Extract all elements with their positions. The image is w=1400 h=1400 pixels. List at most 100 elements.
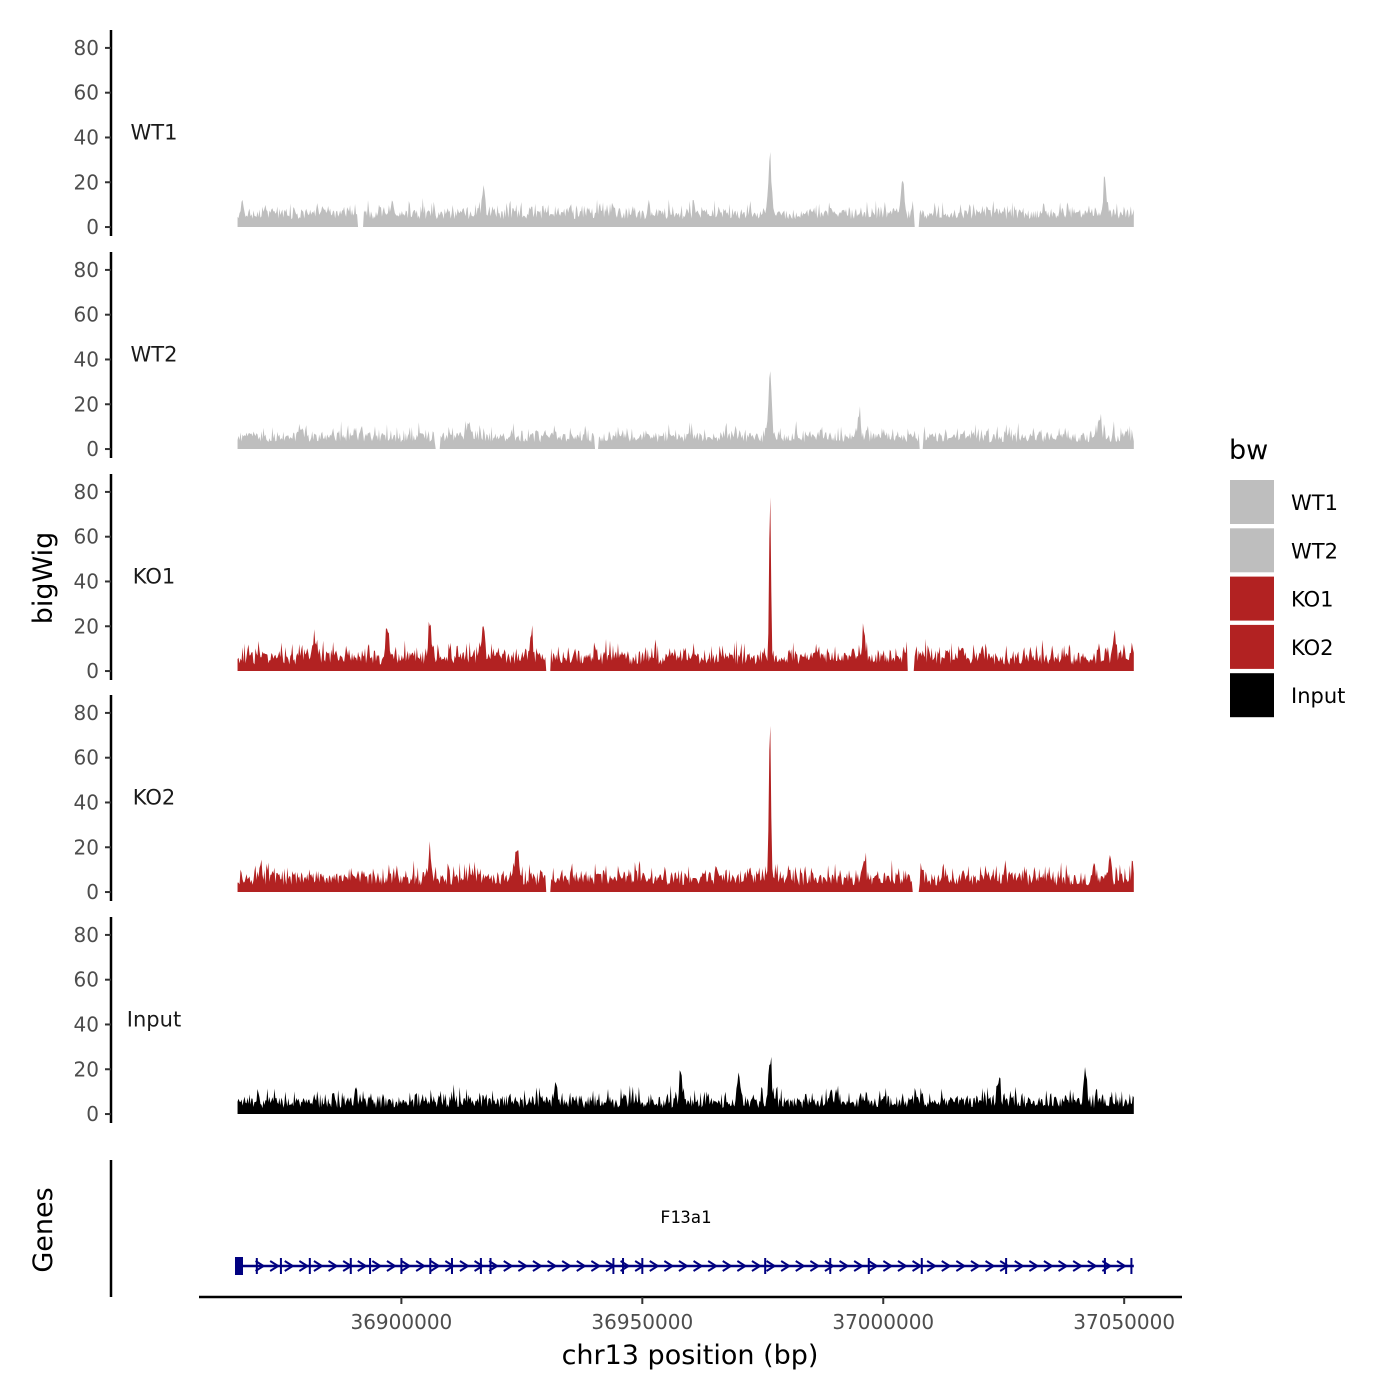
strand-arrow <box>824 1260 835 1272</box>
track-input: 0 20 40 60 80 Input <box>74 917 1134 1126</box>
track-wt2: 0 20 40 60 80 WT2 <box>74 252 1134 461</box>
strand-arrow <box>795 1260 806 1272</box>
legend-label-ko1: KO1 <box>1291 588 1334 612</box>
y-axis-title: bigWig <box>28 532 59 625</box>
gene-exon <box>612 1258 615 1274</box>
gene-exon <box>369 1258 372 1274</box>
gene-exon <box>308 1258 311 1274</box>
track-wt1: 0 20 40 60 80 WT1 <box>74 30 1134 239</box>
strand-arrow <box>1014 1260 1025 1272</box>
strand-arrow <box>313 1260 324 1272</box>
signal-area-wt1 <box>237 151 1134 228</box>
y-tick-label-wt2-20: 20 <box>74 392 99 416</box>
strand-arrow <box>401 1260 412 1272</box>
legend-label-input: Input <box>1291 684 1345 708</box>
strand-arrow <box>488 1260 500 1272</box>
signal-area-ko2 <box>237 725 1134 893</box>
legend-items: WT1 WT2 KO1 KO2 Input <box>1230 480 1345 718</box>
legend-swatch-wt2 <box>1230 528 1274 573</box>
x-tick-label-37000000: 37000000 <box>832 1310 934 1334</box>
x-tick-label-36950000: 36950000 <box>591 1310 693 1334</box>
x-ticks: 36900000 36950000 37000000 37050000 <box>350 1297 1175 1334</box>
strand-arrow <box>766 1260 777 1272</box>
strand-arrow <box>693 1260 704 1272</box>
y-tick-label-wt2-80: 80 <box>74 258 99 282</box>
y-tick-label-wt2-60: 60 <box>74 303 99 327</box>
strand-arrow <box>357 1260 368 1272</box>
strand-arrow <box>868 1260 879 1272</box>
gene-exon <box>1130 1258 1133 1274</box>
strand-arrow <box>459 1260 470 1272</box>
y-tick-label-wt1-0: 0 <box>86 215 99 239</box>
strand-arrow <box>926 1260 938 1272</box>
legend-label-ko2: KO2 <box>1291 636 1334 660</box>
signal-area-wt2 <box>237 371 1134 450</box>
strand-arrow <box>269 1260 281 1272</box>
y-tick-label-ko2-20: 20 <box>74 835 99 859</box>
y-tick-label-ko1-80: 80 <box>74 480 99 504</box>
strand-arrow <box>1087 1260 1098 1272</box>
y-tick-label-ko2-0: 0 <box>86 880 99 904</box>
y-tick-label-ko2-80: 80 <box>74 701 99 725</box>
gene-exon <box>489 1258 492 1274</box>
strand-arrow <box>897 1260 908 1272</box>
gene-exon <box>920 1258 923 1274</box>
y-tick-label-wt1-20: 20 <box>74 170 99 194</box>
strand-arrow <box>284 1260 295 1272</box>
strand-arrow <box>430 1260 441 1272</box>
y-tick-label-ko2-40: 40 <box>74 790 99 814</box>
signal-area-ko1 <box>237 497 1134 672</box>
strand-arrow <box>1116 1260 1127 1272</box>
strand-arrow <box>371 1260 383 1272</box>
y-tick-label-wt2-40: 40 <box>74 347 99 371</box>
y-tick-label-wt1-80: 80 <box>74 36 99 60</box>
strand-arrow <box>853 1260 865 1272</box>
strand-arrow <box>999 1260 1011 1272</box>
strand-arrow <box>1058 1260 1069 1272</box>
y-tick-label-ko1-20: 20 <box>74 614 99 638</box>
gene-exon <box>234 1257 243 1275</box>
track-label-wt2: WT2 <box>131 342 178 366</box>
gene-exon <box>429 1258 432 1274</box>
y-tick-label-input-80: 80 <box>74 923 99 947</box>
track-ko1: 0 20 40 60 80 KO1 <box>74 474 1134 683</box>
gene-exon <box>1103 1258 1106 1274</box>
strand-arrow <box>1043 1260 1054 1272</box>
strand-arrow <box>503 1260 514 1272</box>
y-tick-label-ko1-0: 0 <box>86 659 99 683</box>
y-tick-label-ko1-40: 40 <box>74 569 99 593</box>
strand-arrow <box>678 1260 689 1272</box>
gene-exon <box>641 1258 644 1274</box>
track-label-ko2: KO2 <box>133 785 176 809</box>
strand-arrow <box>839 1260 850 1272</box>
y-tick-label-wt2-0: 0 <box>86 437 99 461</box>
strand-arrow <box>736 1260 748 1272</box>
track-label-wt1: WT1 <box>131 120 178 144</box>
strand-arrow <box>561 1260 573 1272</box>
strand-arrow <box>751 1260 762 1272</box>
strand-arrow <box>415 1260 427 1272</box>
strand-arrow <box>1072 1260 1084 1272</box>
track-label-input: Input <box>127 1007 181 1031</box>
strand-arrow <box>722 1260 733 1272</box>
strand-arrow <box>386 1260 397 1272</box>
strand-arrow <box>532 1260 543 1272</box>
y-tick-label-ko1-60: 60 <box>74 525 99 549</box>
strand-arrow <box>955 1260 967 1272</box>
strand-arrow <box>474 1260 485 1272</box>
y-tick-label-wt1-40: 40 <box>74 125 99 149</box>
track-label-ko1: KO1 <box>133 564 176 588</box>
strand-arrow <box>882 1260 894 1272</box>
genes-axis-title: Genes <box>28 1187 59 1272</box>
gene-exon <box>829 1258 832 1274</box>
strand-arrow <box>649 1260 660 1272</box>
y-tick-label-input-60: 60 <box>74 968 99 992</box>
strand-arrow <box>663 1260 675 1272</box>
genes-panel: F13a1 <box>109 1160 1134 1297</box>
legend: bw WT1 WT2 KO1 KO2 Input <box>1229 435 1345 718</box>
gene-exon <box>450 1258 453 1274</box>
gene-exon <box>279 1258 282 1274</box>
legend-title: bw <box>1229 435 1268 466</box>
gene-exon <box>349 1258 352 1274</box>
